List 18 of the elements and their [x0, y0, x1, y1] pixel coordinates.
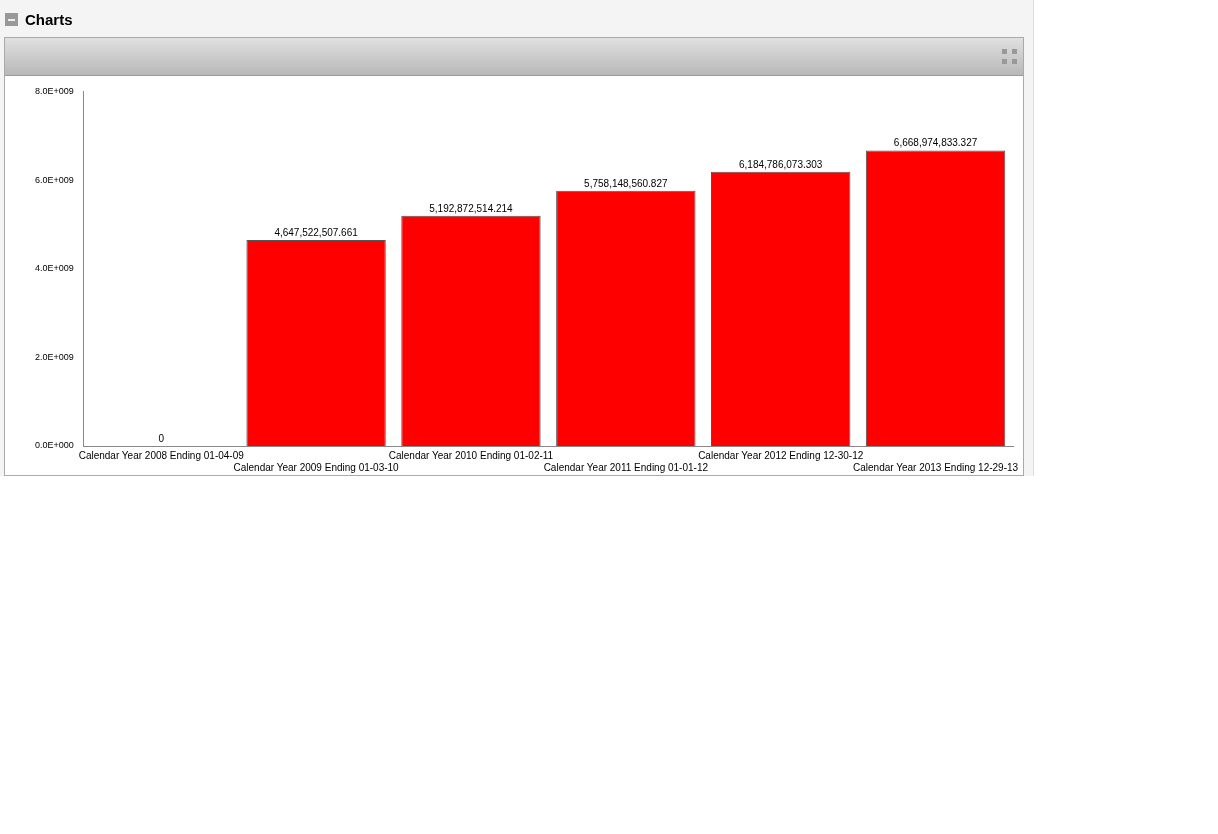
x-tick-label: Calendar Year 2008 Ending 01-04-09 — [78, 449, 245, 461]
y-tick-label: 4.0E+009 — [34, 263, 74, 274]
y-tick-label: 8.0E+009 — [34, 85, 74, 96]
data-label: 4,647,522,507.661 — [274, 226, 359, 238]
x-tick-label: Calendar Year 2010 Ending 01-02-11 — [388, 449, 554, 461]
x-tick-label: Calendar Year 2009 Ending 01-03-10 — [233, 461, 400, 473]
y-tick-label: 6.0E+009 — [34, 174, 74, 185]
data-label: 0 — [158, 432, 165, 444]
x-tick-label: Calendar Year 2011 Ending 01-01-12 — [543, 461, 709, 473]
data-label: 5,192,872,514.214 — [429, 202, 514, 214]
data-label: 6,184,786,073.303 — [738, 158, 823, 170]
y-tick-label: 2.0E+009 — [34, 351, 74, 362]
data-label: 6,668,974,833.327 — [893, 137, 978, 149]
data-label: 5,758,148,560.827 — [584, 177, 668, 189]
chart-title: Charts — [25, 10, 73, 28]
x-tick-label: Calendar Year 2012 Ending 12-30-12 — [698, 449, 864, 461]
x-tick-label: Calendar Year 2013 Ending 12-29-13 — [853, 461, 1019, 473]
y-tick-label: 0.0E+000 — [34, 440, 74, 451]
